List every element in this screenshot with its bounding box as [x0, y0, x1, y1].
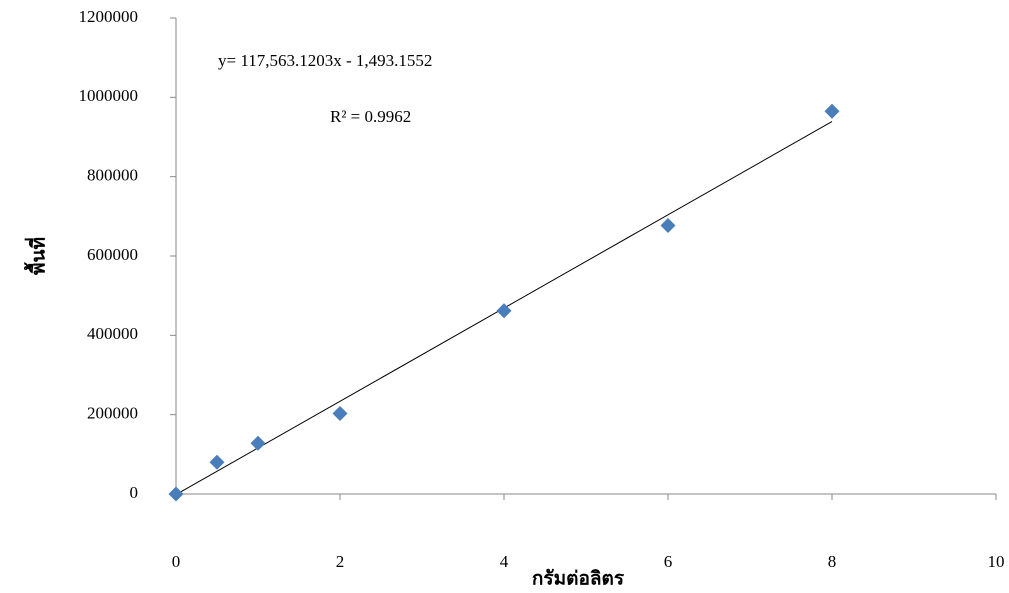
x-tick-label: 4 [500, 552, 509, 571]
x-tick-label: 10 [988, 552, 1005, 571]
y-tick-label: 1200000 [79, 7, 139, 26]
y-tick-label: 0 [130, 483, 139, 502]
y-tick-label: 800000 [87, 166, 138, 185]
data-point [825, 104, 840, 119]
y-tick-label: 600000 [87, 245, 138, 264]
data-point [661, 218, 676, 233]
x-tick-label: 2 [336, 552, 345, 571]
equation: y= 117,563.1203x - 1,493.1552 [218, 51, 432, 70]
data-point [251, 436, 266, 451]
data-point [210, 455, 225, 470]
y-axis-label: พื้นที่ [23, 237, 49, 275]
chart: y= 117,563.1203x - 1,493.1552 R² = 0.996… [0, 0, 1009, 593]
x-tick-label: 6 [664, 552, 673, 571]
x-axis-label: กรัมต่อลิตร [532, 568, 625, 589]
data-point [333, 406, 348, 421]
y-tick-label: 1000000 [79, 86, 139, 105]
y-tick-label: 400000 [87, 324, 138, 343]
y-tick-label: 200000 [87, 404, 138, 423]
data-point [169, 487, 184, 502]
x-tick-label: 0 [172, 552, 181, 571]
x-tick-label: 8 [828, 552, 837, 571]
r-squared: R² = 0.9962 [330, 107, 411, 126]
